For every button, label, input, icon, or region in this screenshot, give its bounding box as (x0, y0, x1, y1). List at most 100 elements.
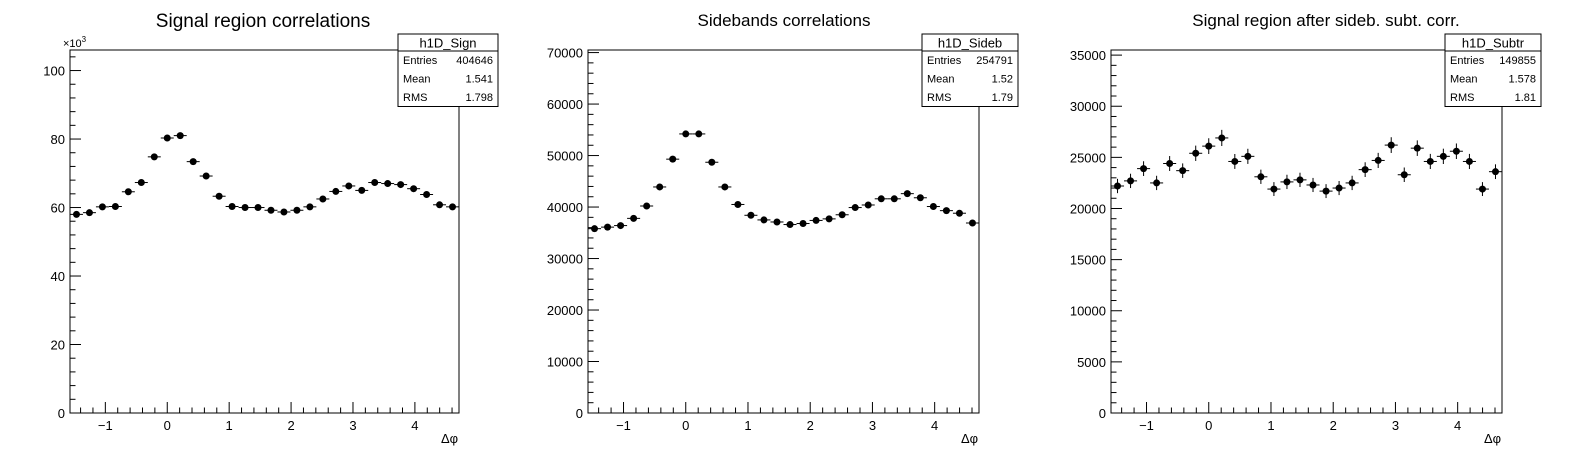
data-point (290, 206, 304, 214)
marker (747, 211, 755, 219)
x-tick-label: 4 (931, 418, 938, 433)
stats-label: Entries (1450, 55, 1485, 67)
y-tick-label: 70000 (547, 46, 583, 61)
data-point (1280, 174, 1294, 190)
marker (1400, 171, 1408, 179)
stats-value: 1.52 (992, 74, 1013, 86)
marker (280, 208, 288, 216)
data-point (433, 201, 447, 209)
data-point (1345, 175, 1359, 191)
marker (72, 210, 80, 218)
data-point (627, 214, 641, 222)
marker (617, 222, 625, 230)
data-point (926, 203, 940, 211)
x-tick-label: 3 (349, 418, 356, 433)
marker (786, 221, 794, 229)
y-tick-label: 10000 (1070, 304, 1106, 319)
y-tick-label: 5000 (1077, 355, 1106, 370)
marker (1127, 177, 1135, 185)
marker (1426, 157, 1434, 165)
x-tick-label: 2 (807, 418, 814, 433)
data-point (1254, 169, 1268, 184)
y-tick-label: 60000 (547, 97, 583, 112)
marker (734, 200, 742, 208)
data-point (238, 204, 252, 212)
stats-value: 1.81 (1515, 92, 1536, 104)
marker (721, 183, 729, 191)
data-point (1332, 180, 1346, 196)
stats-label: RMS (403, 92, 427, 104)
marker (267, 206, 275, 214)
x-tick-label: −1 (1139, 418, 1154, 433)
data-point (679, 130, 693, 138)
data-point (303, 203, 317, 211)
marker (423, 191, 431, 199)
marker (1283, 178, 1291, 186)
data-point (70, 210, 83, 218)
marker (825, 215, 833, 223)
marker (890, 195, 898, 203)
marker (630, 214, 638, 222)
data-point (355, 186, 369, 194)
stats-value: 149855 (1499, 55, 1536, 67)
chart-title: Signal region after sideb. subt. corr. (1192, 11, 1459, 30)
data-point (82, 209, 96, 217)
stats-value: 254791 (976, 55, 1013, 67)
y-tick-label: 80 (51, 132, 65, 147)
x-tick-label: 0 (682, 418, 689, 433)
marker (1309, 181, 1317, 189)
data-point (1488, 164, 1502, 180)
y-tick-label: 15000 (1070, 253, 1106, 268)
x-tick-label: 1 (1267, 418, 1274, 433)
stats-value: 1.578 (1508, 74, 1536, 86)
marker (189, 158, 197, 166)
marker (1218, 134, 1226, 142)
data-point (588, 225, 602, 233)
data-point (121, 188, 135, 196)
data-point (186, 158, 200, 166)
marker (124, 188, 132, 196)
chart-title: Sidebands correlations (698, 11, 871, 30)
marker (1348, 179, 1356, 187)
data-point (1124, 173, 1138, 189)
marker (98, 203, 106, 211)
marker (1296, 176, 1304, 184)
y-tick-label: 40 (51, 269, 65, 284)
x-tick-label: 1 (744, 418, 751, 433)
marker (851, 204, 859, 212)
data-point (757, 216, 771, 224)
marker (1452, 147, 1460, 155)
data-point (705, 158, 719, 166)
marker (1140, 165, 1148, 173)
stats-label: RMS (927, 92, 951, 104)
x-tick-label: 3 (1392, 418, 1399, 433)
marker (656, 183, 664, 191)
y-tick-label: 35000 (1070, 48, 1106, 63)
stats-label: Entries (403, 55, 438, 67)
data-point (900, 190, 914, 198)
y-tick-label: 25000 (1070, 150, 1106, 165)
data-point (783, 221, 797, 229)
marker (1192, 149, 1200, 157)
plot-frame (1110, 49, 1503, 414)
data-point (394, 181, 408, 189)
marker (1335, 184, 1343, 192)
data-point (446, 203, 459, 211)
x-tick-label: 1 (226, 418, 233, 433)
marker (1361, 166, 1369, 174)
data-point (939, 207, 953, 215)
marker (1413, 144, 1421, 152)
stats-value: 1.541 (465, 74, 493, 86)
stats-label: Mean (927, 74, 955, 86)
data-point (1410, 140, 1424, 156)
data-point (809, 216, 823, 224)
chart-panel-2: Sidebands correlations −1 0 1 2 3 4 0 10000 20000… (547, 11, 1019, 446)
data-point (601, 223, 615, 231)
chart-panel-3: Signal region after sideb. subt. corr. −1… (1070, 11, 1542, 446)
data-point (173, 132, 187, 140)
marker (215, 192, 223, 200)
data-point (835, 211, 849, 219)
data-point (1371, 152, 1385, 169)
marker (293, 206, 301, 214)
